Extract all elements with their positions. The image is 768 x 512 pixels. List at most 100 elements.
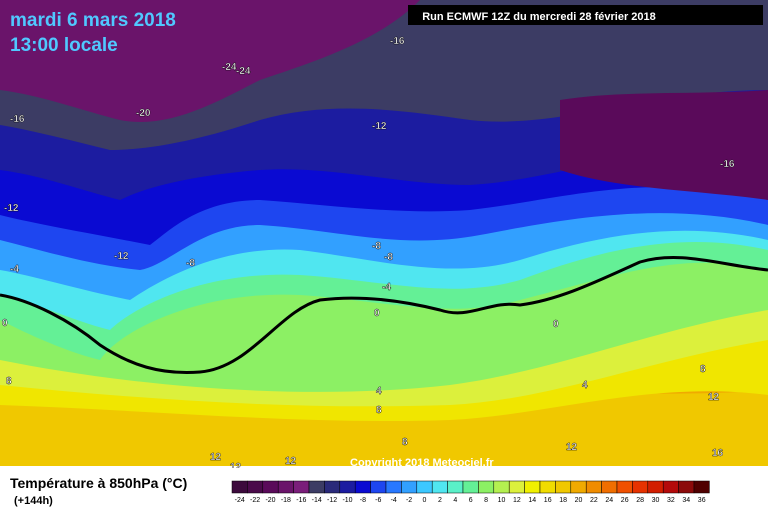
contour-label: 0	[553, 319, 559, 330]
colorbar-cell	[570, 480, 587, 494]
colorbar-label: 12	[513, 497, 521, 504]
contour-label: -12	[4, 203, 19, 214]
colorbar-label: -10	[342, 497, 352, 504]
contour-label: 12	[708, 392, 720, 403]
colorbar-label: -6	[375, 497, 381, 504]
contour-label: -4	[382, 282, 391, 293]
contour-label: 8	[6, 376, 12, 387]
colorbar-cell	[678, 480, 695, 494]
contour-label: 4	[376, 386, 382, 397]
colorbar-label: -2	[406, 497, 412, 504]
contour-label: 16	[712, 448, 724, 459]
colorbar-cell	[555, 480, 572, 494]
colorbar-cell	[478, 480, 495, 494]
contour-label: -8	[384, 252, 393, 263]
contour-label: -12	[114, 251, 129, 262]
colorbar-cell	[632, 480, 649, 494]
colorbar-label: 34	[682, 497, 690, 504]
contour-label: 12	[285, 456, 297, 467]
contour-label: -24	[222, 62, 237, 73]
colorbar-label: -14	[312, 497, 322, 504]
contour-label: 12	[230, 462, 242, 473]
run: Run ECMWF 12Z du mercredi 28 février 201…	[422, 11, 656, 23]
colorbar-label: 18	[559, 497, 567, 504]
colorbar-label: -24	[235, 497, 245, 504]
contour-label: -8	[186, 258, 195, 269]
colorbar-label: -20	[265, 497, 275, 504]
contour-label: 8	[700, 364, 706, 375]
band	[560, 90, 768, 200]
colorbar-cell	[616, 480, 633, 494]
colorbar-cell	[601, 480, 618, 494]
contour-label: 12	[566, 442, 578, 453]
run-box	[408, 5, 763, 25]
date: mardi 6 mars 2018	[10, 10, 176, 31]
colorbar-label: 22	[590, 497, 598, 504]
colorbar-label: -4	[391, 497, 397, 504]
colorbar-cell	[508, 480, 525, 494]
colorbar-label: 30	[652, 497, 660, 504]
legend-lead: (+144h)	[14, 495, 53, 507]
band	[0, 0, 420, 122]
colorbar-label: 14	[528, 497, 536, 504]
colorbar-cell	[339, 480, 356, 494]
colorbar-cell	[401, 480, 418, 494]
colorbar-label: -16	[296, 497, 306, 504]
contour-label: -16	[720, 159, 735, 170]
zero-isotherm	[0, 255, 768, 374]
contour-label: -12	[372, 121, 387, 132]
colorbar-cell	[539, 480, 556, 494]
colorbar-cell	[585, 480, 602, 494]
copyright: Copyright 2018 Meteociel.fr	[350, 457, 494, 469]
colorbar-label: 20	[575, 497, 583, 504]
colorbar-cell	[524, 480, 541, 494]
contour-label: 8	[376, 405, 382, 416]
contour-label: 8	[402, 437, 408, 448]
contour-label: -20	[136, 108, 151, 119]
colorbar-cell	[277, 480, 294, 494]
colorbar-cell	[247, 480, 264, 494]
contour-label: 0	[2, 318, 8, 329]
contour-label: 0	[374, 308, 380, 319]
contour-label: 4	[582, 380, 588, 391]
contour-label: 12	[210, 452, 222, 463]
colorbar-cell	[662, 480, 679, 494]
contour-label: -4	[10, 264, 19, 275]
colorbar-label: -12	[327, 497, 337, 504]
colorbar-cell	[385, 480, 402, 494]
colorbar-cell	[416, 480, 433, 494]
colorbar-label: -8	[360, 497, 366, 504]
colorbar-cell	[293, 480, 310, 494]
colorbar-label: 6	[469, 497, 473, 504]
colorbar-cell	[647, 480, 664, 494]
colorbar-label: 0	[423, 497, 427, 504]
colorbar-label: 32	[667, 497, 675, 504]
colorbar-label: 36	[698, 497, 706, 504]
colorbar-cell	[493, 480, 510, 494]
colorbar-label: -22	[250, 497, 260, 504]
contour-label: -16	[10, 114, 25, 125]
colorbar-cell	[431, 480, 448, 494]
time: 13:00 locale	[10, 35, 118, 56]
colorbar-label: 2	[438, 497, 442, 504]
colorbar-label: 26	[621, 497, 629, 504]
colorbar-cell	[231, 480, 248, 494]
colorbar-label: 8	[484, 497, 488, 504]
colorbar-cell	[370, 480, 387, 494]
colorbar-cell	[462, 480, 479, 494]
colorbar-cell	[308, 480, 325, 494]
colorbar-cell	[324, 480, 341, 494]
colorbar-label: 28	[636, 497, 644, 504]
colorbar-cell	[693, 480, 710, 494]
colorbar-cell	[447, 480, 464, 494]
colorbar-label: -18	[281, 497, 291, 504]
contour-label: -16	[390, 36, 405, 47]
colorbar-cell	[354, 480, 371, 494]
legend-title: Température à 850hPa (°C)	[10, 475, 187, 491]
contour-label: -24	[236, 66, 251, 77]
colorbar-label: 10	[498, 497, 506, 504]
colorbar-label: 24	[605, 497, 613, 504]
colorbar-label: 16	[544, 497, 552, 504]
